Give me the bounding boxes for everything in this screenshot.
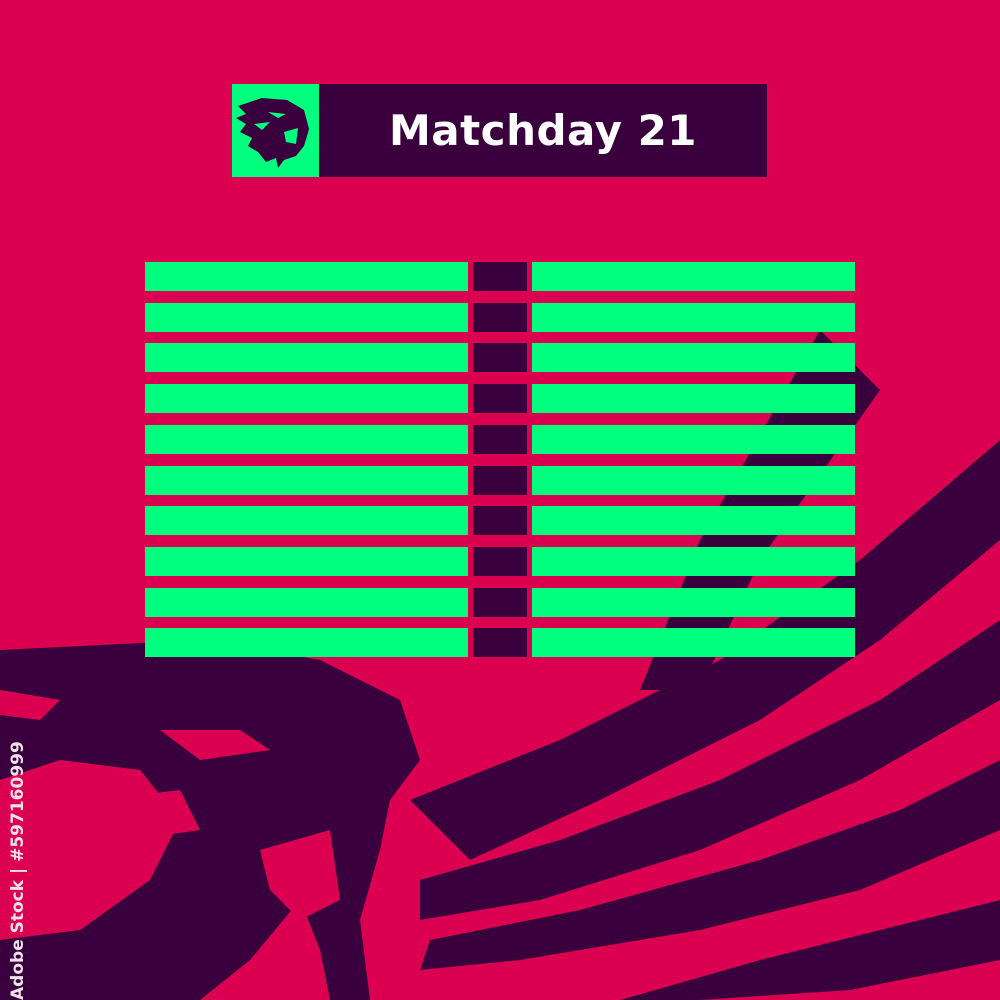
fixture-row [145, 424, 856, 454]
fixture-row [145, 628, 856, 658]
fixture-row [145, 262, 856, 291]
home-team-slot [145, 384, 468, 414]
fixture-row [145, 546, 856, 576]
home-team-slot [145, 506, 468, 536]
away-team-slot [532, 465, 855, 495]
fixture-row [145, 384, 856, 414]
home-team-slot [145, 465, 468, 495]
score-slot [473, 546, 527, 576]
fixture-row [145, 302, 856, 332]
page-title: Matchday 21 [388, 106, 698, 155]
home-team-slot [145, 424, 468, 454]
away-team-slot [532, 384, 855, 414]
score-slot [473, 262, 527, 291]
score-slot [473, 424, 527, 454]
score-slot [473, 506, 527, 536]
home-team-slot [145, 262, 468, 291]
fixture-row [145, 587, 856, 617]
fixture-row [145, 465, 856, 495]
away-team-slot [532, 587, 855, 617]
away-team-slot [532, 424, 855, 454]
score-slot [473, 343, 527, 373]
score-slot [473, 587, 527, 617]
away-team-slot [532, 302, 855, 332]
score-slot [473, 465, 527, 495]
home-team-slot [145, 302, 468, 332]
home-team-slot [145, 343, 468, 373]
score-slot [473, 384, 527, 414]
score-slot [473, 302, 527, 332]
away-team-slot [532, 262, 855, 291]
title-bar: Matchday 21 [319, 84, 767, 177]
home-team-slot [145, 546, 468, 576]
away-team-slot [532, 506, 855, 536]
fixture-row [145, 506, 856, 536]
home-team-slot [145, 587, 468, 617]
score-slot [473, 628, 527, 658]
logo-box [232, 84, 319, 177]
away-team-slot [532, 628, 855, 658]
home-team-slot [145, 628, 468, 658]
away-team-slot [532, 546, 855, 576]
watermark-side-text: Adobe Stock | #597160999 [8, 741, 28, 1000]
fixture-row [145, 343, 856, 373]
tiger-head-icon [236, 98, 309, 168]
away-team-slot [532, 343, 855, 373]
